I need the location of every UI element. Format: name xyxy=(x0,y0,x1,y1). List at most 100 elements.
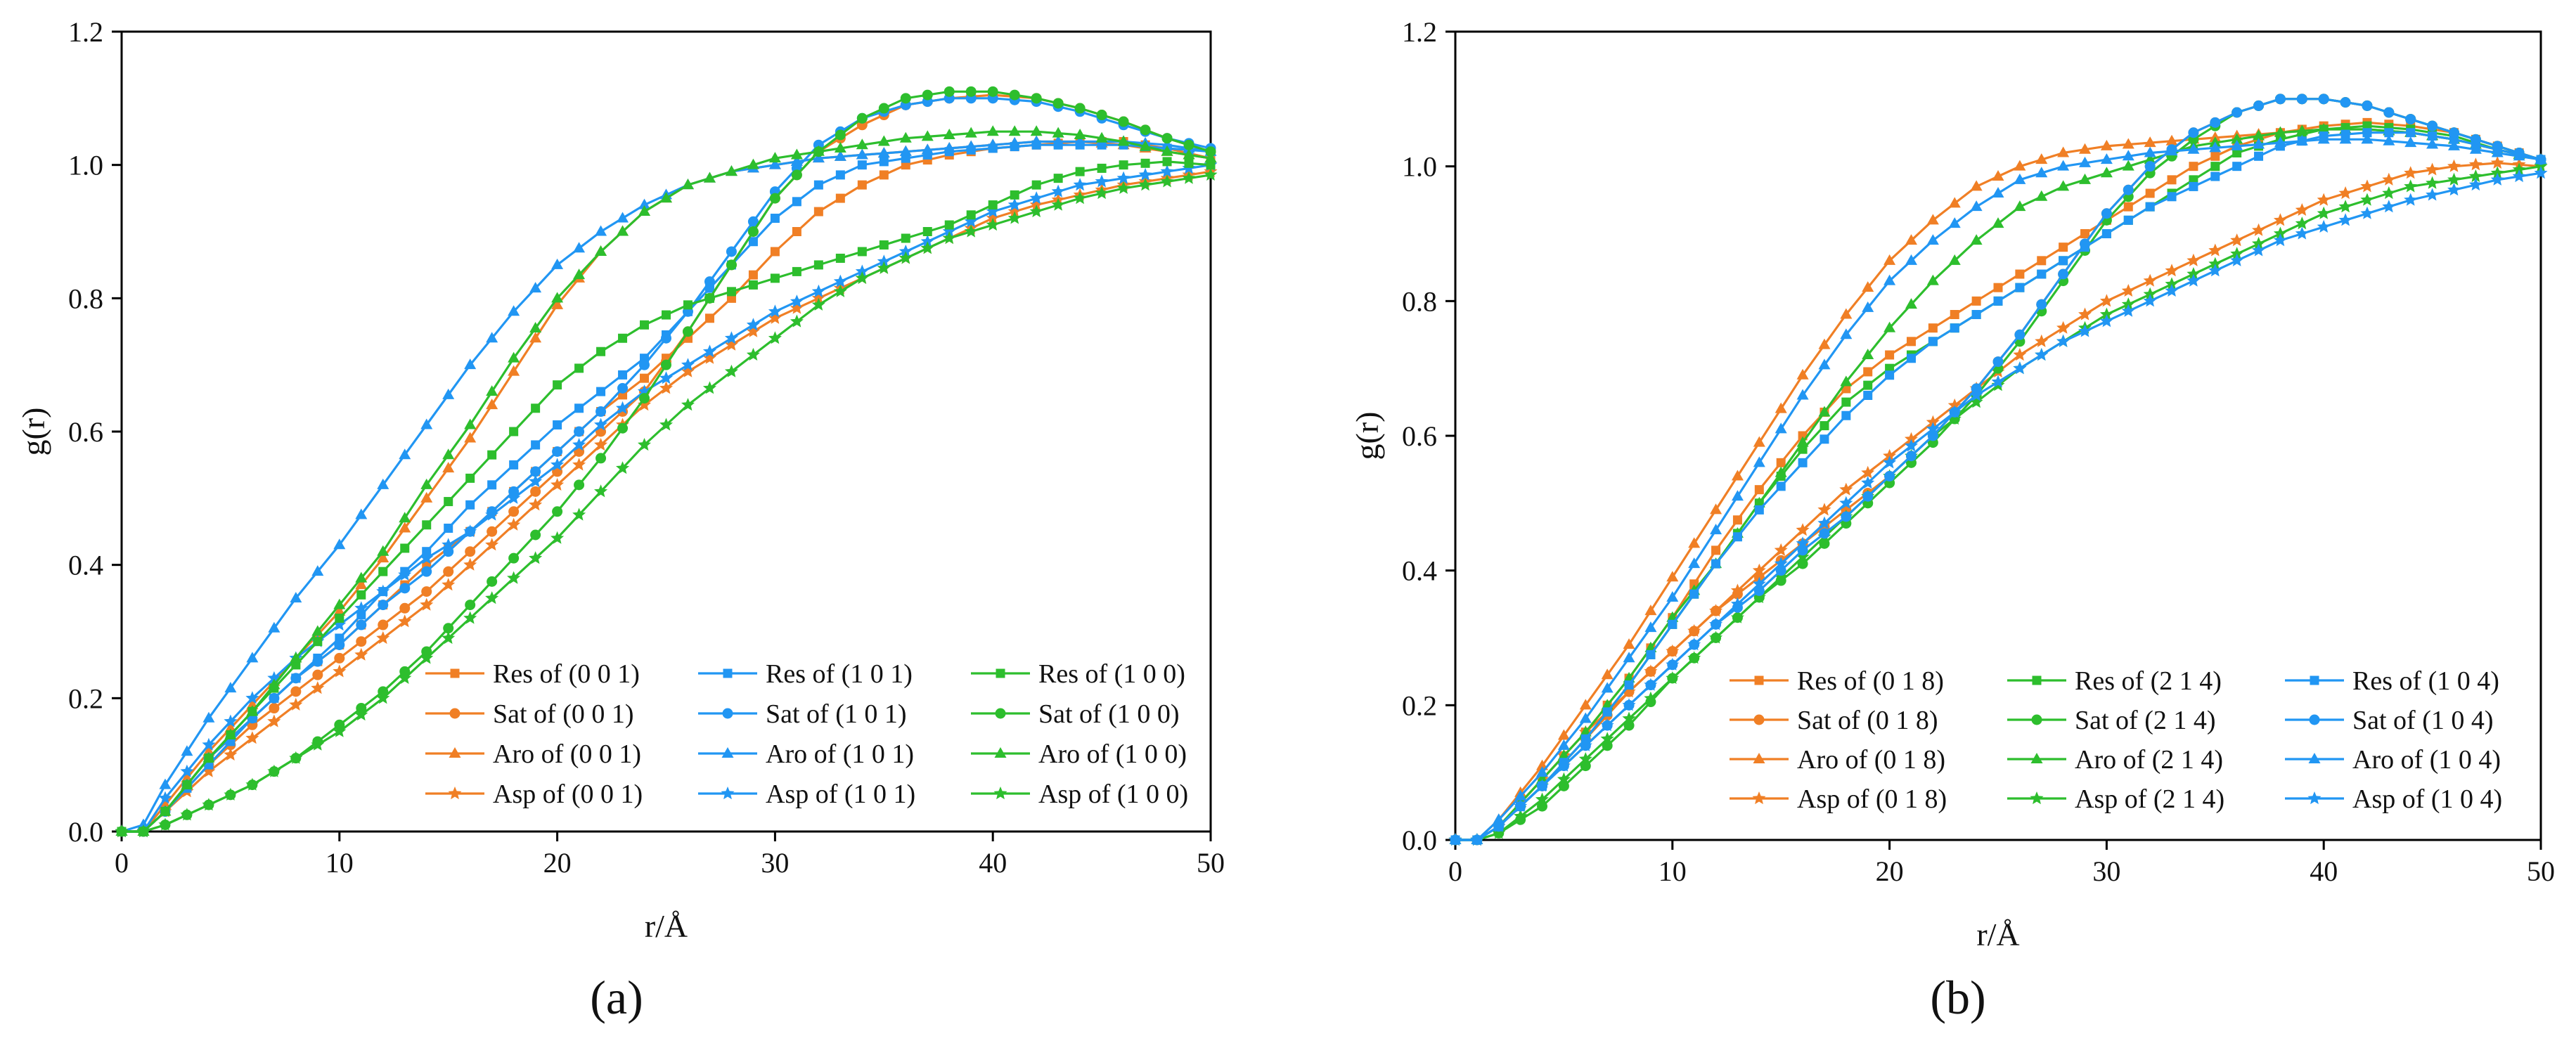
data-point xyxy=(1183,148,1195,160)
data-point xyxy=(1818,338,1831,349)
data-point xyxy=(1622,685,1636,698)
legend-marker xyxy=(2310,675,2319,685)
data-point xyxy=(400,543,410,553)
series-asp-of-1-0-4 xyxy=(1448,166,2548,846)
data-point xyxy=(267,764,281,777)
data-point xyxy=(180,808,194,821)
legend-item: Asp of (1 0 0) xyxy=(971,779,1188,809)
y-tick-label: 1.2 xyxy=(1402,16,1437,48)
series-res-of-0-0-1 xyxy=(117,136,1216,836)
data-point xyxy=(1883,321,1896,332)
data-point xyxy=(378,567,388,576)
data-point xyxy=(1861,476,1875,489)
data-point xyxy=(509,427,519,436)
series-line xyxy=(122,164,1211,833)
y-tick-label: 0.6 xyxy=(68,416,103,448)
data-point xyxy=(311,625,324,636)
data-point xyxy=(1840,328,1853,339)
y-tick-label: 0.8 xyxy=(68,283,103,314)
data-point xyxy=(1557,772,1571,785)
data-point xyxy=(746,347,760,361)
data-point xyxy=(376,584,390,597)
data-point xyxy=(2426,138,2439,149)
data-point xyxy=(2143,273,2157,287)
data-point xyxy=(1140,158,1150,168)
data-point xyxy=(2100,167,2113,178)
data-point xyxy=(1182,171,1196,184)
data-point xyxy=(485,507,499,521)
data-point xyxy=(2056,321,2071,334)
x-axis-title: r/Å xyxy=(645,908,688,944)
data-point xyxy=(1796,536,1810,550)
data-point xyxy=(1753,436,1765,447)
data-point xyxy=(202,711,215,723)
legend-item: Res of (0 1 8) xyxy=(1730,666,1944,696)
data-point xyxy=(377,552,389,563)
legend-label: Sat of (1 0 4) xyxy=(2352,706,2494,735)
data-point xyxy=(768,304,782,318)
data-point xyxy=(877,147,890,158)
data-point xyxy=(1183,139,1194,150)
data-point xyxy=(1820,421,1829,431)
data-point xyxy=(1162,157,1172,167)
data-point xyxy=(835,253,845,263)
data-point xyxy=(1971,296,1981,306)
data-point xyxy=(333,538,346,550)
series-line xyxy=(122,174,1211,833)
data-point xyxy=(333,605,346,616)
data-point xyxy=(1138,178,1152,191)
data-point xyxy=(333,598,346,609)
data-point xyxy=(1992,217,2004,228)
legend-label: Asp of (2 1 4) xyxy=(2075,784,2224,814)
data-point xyxy=(1095,131,1108,143)
data-point xyxy=(1948,197,1961,208)
data-point xyxy=(2340,97,2351,108)
data-point xyxy=(2534,166,2548,179)
series-line xyxy=(1455,172,2542,841)
data-point xyxy=(2491,146,2504,157)
data-point xyxy=(726,259,737,271)
legend-marker xyxy=(995,708,1006,719)
data-point xyxy=(618,333,628,343)
data-point xyxy=(1926,234,1939,245)
data-point xyxy=(942,231,956,245)
data-point xyxy=(268,621,281,633)
data-point xyxy=(1204,167,1218,181)
data-point xyxy=(2165,284,2179,297)
legend-marker xyxy=(2309,714,2320,725)
data-point xyxy=(747,216,759,227)
data-point xyxy=(2013,361,2027,375)
data-point xyxy=(2426,162,2440,176)
data-point xyxy=(2079,173,2092,184)
series-aro-of-1-0-0 xyxy=(115,125,1217,836)
data-point xyxy=(246,705,259,716)
data-point xyxy=(1730,597,1744,610)
data-point xyxy=(2210,162,2220,172)
data-point xyxy=(2056,334,2071,347)
data-point xyxy=(901,233,910,243)
data-point xyxy=(376,631,390,645)
data-point xyxy=(1820,434,1829,444)
data-point xyxy=(833,284,847,297)
data-point xyxy=(550,531,565,544)
data-point xyxy=(1796,436,1809,447)
data-point xyxy=(1052,135,1064,146)
series-aro-of-1-0-1 xyxy=(115,135,1217,836)
data-point xyxy=(986,138,999,150)
data-point xyxy=(702,344,716,358)
data-point xyxy=(289,751,303,764)
data-point xyxy=(2406,128,2416,138)
data-point xyxy=(485,591,499,604)
y-tick-label: 0.2 xyxy=(1402,690,1437,721)
data-point xyxy=(2295,216,2309,230)
data-point xyxy=(1075,167,1085,176)
data-point xyxy=(1073,191,1087,205)
legend-label: Aro of (0 0 1) xyxy=(493,739,641,769)
data-point xyxy=(354,708,368,721)
data-point xyxy=(508,365,520,376)
data-point xyxy=(618,370,628,380)
data-point xyxy=(2208,243,2222,257)
series-res-of-2-1-4 xyxy=(1450,121,2546,845)
data-point xyxy=(551,258,564,269)
data-point xyxy=(2295,124,2308,136)
